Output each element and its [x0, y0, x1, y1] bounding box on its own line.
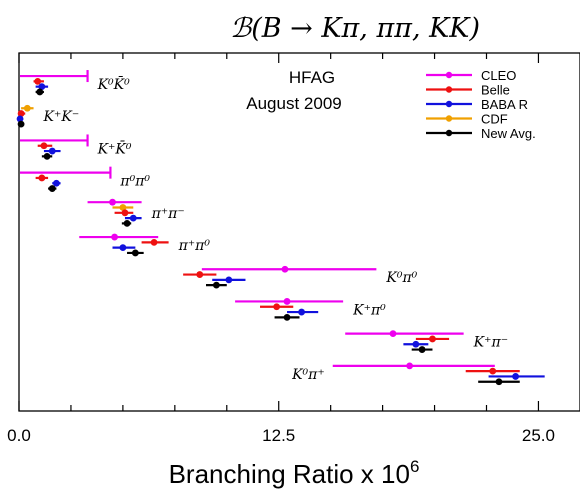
process-label: K⁰π⁰ [385, 270, 417, 286]
legend-label: New Avg. [481, 126, 536, 141]
legend-label: CLEO [481, 68, 516, 83]
plot-frame [18, 52, 580, 412]
process-group [16, 104, 34, 128]
x-axis-label-exponent: 6 [410, 457, 419, 476]
process-group [87, 198, 142, 227]
process-group [183, 265, 377, 289]
legend-marker [445, 100, 453, 108]
data-point [412, 340, 420, 348]
data-point [283, 298, 291, 305]
x-axis-ticks: 0.0 12.5 25.0 [7, 53, 555, 445]
data-point [43, 152, 51, 160]
process-group [20, 70, 89, 96]
process-label: K⁺K̄⁰ [97, 140, 132, 158]
data-point [298, 308, 305, 316]
data-point [389, 330, 397, 338]
data-point [129, 214, 137, 222]
data-point [53, 179, 60, 187]
process-label: K⁺K⁻ [43, 109, 80, 125]
data-point [23, 104, 31, 112]
x-axis-label-text: Branching Ratio x 10 [169, 459, 410, 489]
data-point [38, 83, 46, 91]
data-point [281, 265, 289, 273]
legend-marker [445, 71, 453, 79]
data-point [283, 313, 291, 321]
process-group [79, 233, 169, 257]
process-label: π⁺π⁰ [178, 238, 211, 254]
process-label: K⁰K̄⁰ [97, 75, 131, 93]
legend-marker [445, 86, 453, 93]
data-point [119, 204, 127, 211]
data-point [429, 335, 436, 343]
process-group [345, 330, 464, 353]
data-point [36, 88, 44, 96]
annotation-hfag: HFAG [289, 68, 335, 87]
data-point [109, 198, 116, 206]
data-point [48, 185, 56, 192]
process-label: π⁰π⁰ [119, 174, 150, 190]
data-point [34, 77, 42, 85]
process-group [332, 362, 545, 386]
legend-marker [445, 129, 453, 137]
data-point [489, 367, 497, 375]
process-label: K⁰π⁺ [291, 367, 325, 383]
data-point [48, 147, 56, 155]
x-tick-label: 0.0 [7, 426, 31, 445]
data-point [123, 220, 131, 227]
data-point [17, 110, 25, 117]
process-group [235, 298, 344, 321]
legend-label: Belle [481, 83, 510, 98]
data-point [111, 233, 118, 241]
x-axis-label: Branching Ratio x 106 [169, 457, 420, 489]
chart-title: ℬ(B → Kπ, ππ, KK) [230, 13, 480, 44]
data-point [495, 378, 503, 386]
data-point [418, 346, 426, 353]
data-point [225, 276, 233, 284]
data-point [121, 209, 129, 217]
legend-label: CDF [481, 112, 508, 127]
data-point [273, 303, 281, 311]
process-label: K⁺π⁰ [352, 302, 386, 318]
data-point [40, 142, 48, 150]
process-group [20, 134, 89, 160]
x-tick-label: 25.0 [522, 426, 555, 445]
data-point [131, 249, 139, 257]
data-point [212, 281, 220, 289]
data-point [17, 120, 25, 128]
data-marks [16, 70, 545, 386]
data-point [150, 238, 158, 246]
x-tick-label: 12.5 [262, 426, 295, 445]
process-label: π⁺π⁻ [151, 206, 185, 222]
process-group [20, 166, 112, 192]
data-point [16, 115, 24, 123]
legend-label: BABA R [481, 97, 528, 112]
data-point [406, 362, 414, 370]
process-label: K⁺π⁻ [473, 335, 508, 351]
data-point [119, 244, 127, 252]
data-point [196, 271, 204, 278]
annotation-date: August 2009 [246, 94, 341, 113]
data-point [512, 373, 519, 380]
legend-marker [445, 115, 453, 122]
data-point [38, 174, 46, 182]
